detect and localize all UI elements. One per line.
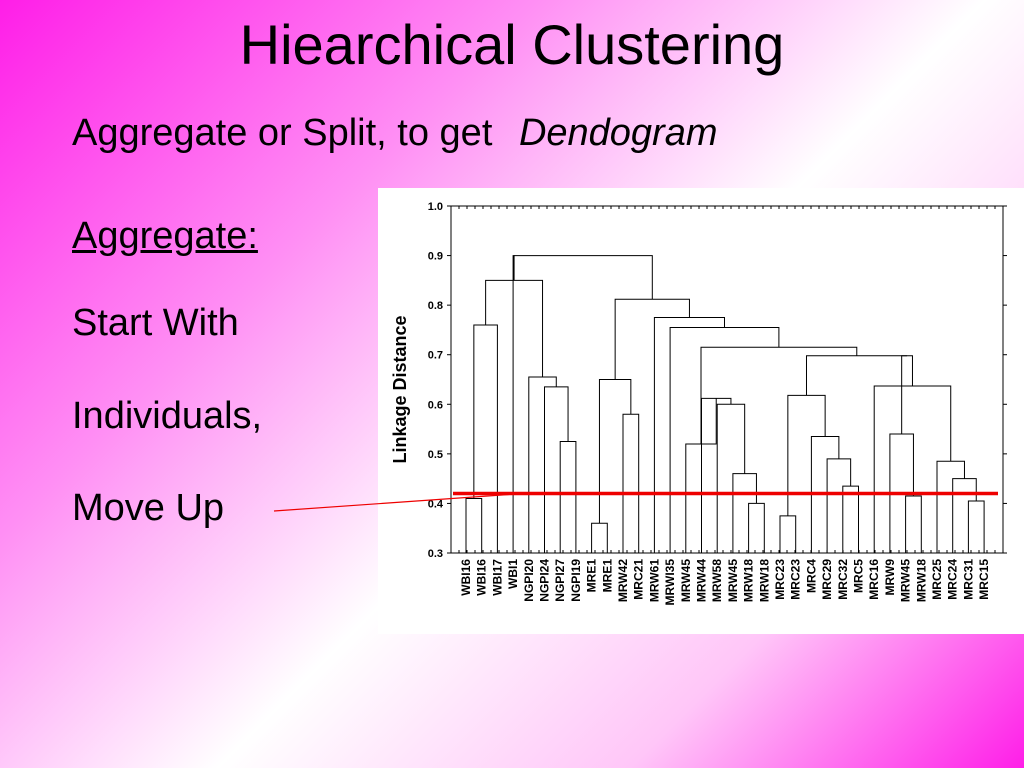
dendrogram-link (598, 379, 632, 524)
y-tick-label: 0.6 (428, 399, 443, 411)
leaf-label: MRW45 (899, 559, 913, 602)
dendrogram-link (591, 522, 608, 553)
leaf-label: MRC16 (867, 559, 881, 600)
dendrogram-link (700, 346, 858, 444)
dendrogram-links (465, 255, 985, 553)
slide-title: Hiearchical Clustering (239, 13, 785, 76)
leaf-label: MRC15 (977, 559, 991, 600)
bullet-move-up: Move Up (72, 487, 225, 529)
leaf-label: MRC5 (852, 559, 866, 593)
dendrogram-panel: 0.3 0.4 0.5 0.6 0.7 0.8 0.9 1.0 WBI16 WBI16 WBI17… (378, 188, 1024, 634)
y-axis-ticks: 0.3 0.4 0.5 0.6 0.7 0.8 0.9 1.0 (428, 201, 1007, 560)
plot-frame (450, 205, 1004, 554)
leaf-label: MRW45 (726, 559, 740, 602)
dendrogram-link (614, 298, 690, 380)
leaf-label: MRC32 (836, 559, 850, 600)
leaf-label: MRW18 (757, 559, 771, 602)
leaf-label: NGPI19 (569, 559, 583, 602)
leaf-label: MRW42 (616, 559, 630, 602)
leaf-label: MRC31 (961, 559, 975, 600)
y-tick-label: 1.0 (428, 201, 443, 213)
dendrogram-link (544, 386, 569, 553)
dendrogram-link (622, 413, 640, 553)
y-axis-label: Linkage Distance (390, 315, 410, 463)
dendrogram-link (685, 398, 717, 553)
dendrogram-link (905, 495, 922, 553)
dendrogram-link (485, 279, 544, 378)
dendrogram-link (748, 502, 765, 553)
dendrogram-link (559, 440, 577, 553)
dendrogram-link (936, 460, 965, 553)
leaf-label: MRC23 (773, 559, 787, 600)
leaf-label: MRC24 (946, 559, 960, 600)
leaf-label: MRC21 (632, 559, 646, 600)
dendrogram-link (842, 485, 859, 553)
dendrogram-link (716, 403, 746, 553)
dendrogram-link (528, 376, 557, 553)
leaf-label: WBI17 (490, 559, 504, 596)
dendrogram-link (787, 394, 826, 516)
dendrogram-link (967, 500, 985, 553)
leaf-label: MRW18 (914, 559, 928, 602)
y-tick-label: 0.8 (428, 300, 443, 312)
leaf-label: MRWI35 (663, 559, 677, 606)
leaf-label: MRW45 (679, 559, 693, 602)
leaf-label: MRC23 (789, 559, 803, 600)
dendrogram-link (732, 473, 757, 553)
dendrogram-link (901, 355, 913, 435)
dendrogram-link (669, 326, 780, 553)
dendrogram-link (779, 515, 797, 553)
dendrogram-link (952, 478, 977, 553)
leaf-label: MRW61 (647, 559, 661, 602)
y-tick-label: 0.7 (428, 350, 443, 362)
y-tick-label: 0.4 (428, 498, 444, 510)
bullet-start-with: Start With (72, 302, 239, 344)
dendrogram-link (473, 324, 498, 553)
subtitle-text: Aggregate or Split, to get (72, 112, 493, 154)
leaf-label: NGPI24 (538, 559, 552, 602)
subtitle-emphasis: Dendogram (518, 112, 718, 154)
leaf-label: WBI16 (475, 559, 489, 596)
leaf-label: MRE1 (600, 559, 614, 593)
dendrogram-link (873, 385, 952, 553)
leaf-label: WBI16 (459, 559, 473, 596)
dendrogram-chart: 0.30.40.50.60.70.80.91.0 WBI16 WBI16 WBI17… (390, 201, 1007, 606)
dendrogram-link (513, 255, 653, 300)
subtitle: Aggregate or Split, to get Dendogram (72, 112, 718, 155)
y-tick-label: 0.9 (428, 251, 443, 263)
leaf-label: MRC29 (820, 559, 834, 600)
dendrogram-link (701, 397, 732, 553)
leaf-label: NGPI27 (553, 559, 567, 602)
dendrogram-link (512, 255, 515, 553)
leaf-label: MRW18 (742, 559, 756, 602)
leaf-label: MRC4 (804, 559, 818, 593)
leaf-labels: WBI16 WBI16 WBI17 WBI1 NGPI20 NGPI24 NGPI27 NGP… (459, 559, 991, 606)
dendrogram-link (826, 458, 852, 553)
y-tick-label: 0.3 (428, 548, 443, 560)
dendrogram-link (465, 497, 483, 553)
leaf-label: MRW9 (883, 559, 897, 596)
dendrogram-link (805, 355, 908, 396)
y-tick-label: 0.5 (428, 449, 443, 461)
dendrogram-link (653, 317, 725, 553)
bullet-aggregate: Aggregate: (72, 215, 258, 257)
leaf-label: MRW44 (695, 559, 709, 602)
leaf-label: NGPI20 (522, 559, 536, 602)
leaf-label: WBI1 (506, 559, 520, 589)
leaf-label: MRE1 (585, 559, 599, 593)
bullet-individuals: Individuals, (72, 395, 263, 437)
leaf-label: MRW58 (710, 559, 724, 602)
leaf-label: MRC25 (930, 559, 944, 600)
